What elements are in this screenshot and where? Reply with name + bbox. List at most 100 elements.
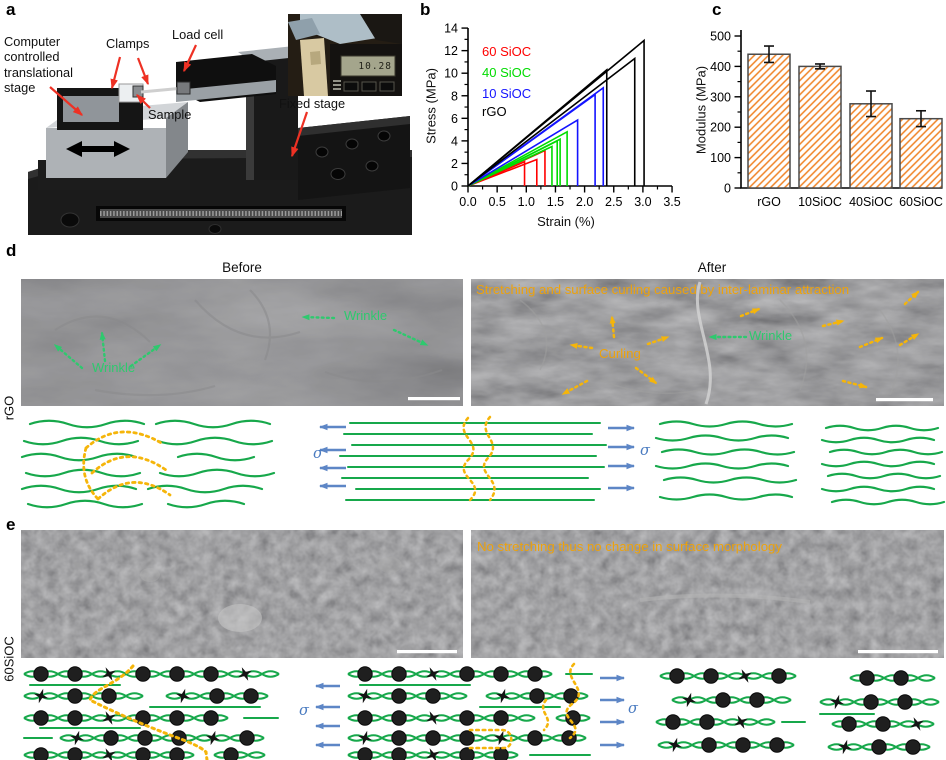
sioc-particle (33, 710, 49, 726)
panel-letter-e: e (6, 515, 16, 534)
sioc-particle (425, 688, 441, 704)
strain-axis-label: Strain (%) (537, 214, 595, 229)
red-callout-arrows (49, 44, 309, 158)
sioc-particle (137, 730, 153, 746)
svg-text:300: 300 (710, 90, 731, 104)
stress-curve (467, 118, 579, 187)
sioc-particle (203, 710, 219, 726)
legend-rgo: rGO (482, 104, 507, 119)
sioc-particle-star (426, 748, 440, 760)
sioc-particle-star (910, 717, 924, 731)
svg-text:2: 2 (451, 157, 458, 171)
sioc-particle (223, 747, 239, 760)
sioc-particle (669, 668, 685, 684)
modulus-bar (899, 117, 943, 189)
svg-text:6: 6 (451, 112, 458, 126)
svg-text:10: 10 (444, 67, 458, 81)
sioc-particle (703, 668, 719, 684)
sioc-particle-star (734, 715, 748, 729)
sioc-particle-star (681, 692, 697, 708)
sioc-particle (357, 747, 373, 760)
stress-curve (467, 145, 553, 187)
row-label-60sioc: 60SiOC (1, 636, 17, 682)
sioc-particle (67, 747, 83, 760)
sioc-particle (459, 666, 475, 682)
sioc-particle-star (175, 688, 191, 704)
interlaminar-highlight (90, 455, 168, 475)
modulus-bar (849, 103, 893, 189)
svg-text:1.5: 1.5 (547, 195, 564, 209)
sioc-particle (859, 670, 875, 686)
svg-text:2.5: 2.5 (605, 195, 622, 209)
no-stretch-note: No stretching thus no change in surface … (477, 539, 782, 554)
sioc-particle (103, 730, 119, 746)
sioc-particle-star (837, 739, 853, 755)
sem-60sioc-before (21, 530, 463, 658)
sioc-particle (169, 747, 185, 760)
sioc-particle-star (102, 667, 116, 681)
sioc-particle-star (102, 748, 116, 760)
stage-label: Computer controlled translational stage (4, 34, 74, 96)
curling-arrows (561, 290, 920, 396)
svg-text:10SiOC: 10SiOC (798, 195, 842, 209)
svg-text:1.0: 1.0 (518, 195, 535, 209)
sioc-particle (871, 739, 887, 755)
svg-text:100: 100 (710, 151, 731, 165)
curling-annotation: Curling (599, 346, 641, 361)
panel-letter-c: c (712, 0, 722, 19)
sioc-particle (459, 730, 475, 746)
svg-text:2.0: 2.0 (576, 195, 593, 209)
stress-curve (467, 38, 645, 187)
sioc-particle (875, 716, 891, 732)
inset-display-readout: 10.28 (358, 61, 392, 72)
interlaminar-highlight (88, 664, 209, 760)
modulus-axis-label: Modulus (MPa) (693, 65, 709, 155)
sioc-schematic (23, 662, 940, 760)
modulus-bar (798, 65, 842, 189)
panel-letter-b: b (420, 0, 431, 19)
legend-60sioc: 60 SiOC (482, 44, 532, 59)
stress-strain-chart: 0 2 4 6 8 10 12 14 0.0 0.5 1.0 1.5 2.0 2.5 3.0 3.5 (444, 22, 681, 209)
stretch-curling-note: Stretching and surface curling caused by… (476, 282, 850, 297)
sioc-particle-star (426, 711, 440, 725)
sioc-particle (135, 666, 151, 682)
load-cell-label: Load cell (172, 27, 224, 42)
svg-text:14: 14 (444, 22, 458, 36)
interlaminar-highlight (468, 728, 513, 750)
scale-bar (858, 650, 938, 654)
sioc-particle (905, 739, 921, 755)
svg-text:0.0: 0.0 (459, 195, 476, 209)
svg-text:0: 0 (451, 180, 458, 194)
sioc-particle-star (667, 737, 683, 753)
sample-label: Sample (148, 107, 192, 122)
stress-curve (467, 86, 605, 187)
sioc-particle (715, 692, 731, 708)
sioc-particle (425, 730, 441, 746)
wrinkle-annotation: Wrinkle (92, 360, 136, 375)
svg-text:40SiOC: 40SiOC (849, 195, 893, 209)
sioc-particle-star (357, 688, 373, 704)
legend-40sioc: 40 SiOC (482, 65, 532, 80)
row-label-rgo: rGO (1, 395, 17, 421)
sioc-particle-star (357, 730, 373, 746)
sigma-symbol: σ (313, 446, 323, 462)
sioc-particle (493, 710, 509, 726)
sioc-particle (33, 747, 49, 760)
sioc-particle (391, 710, 407, 726)
sioc-particle (769, 737, 785, 753)
stress-curve (467, 158, 538, 187)
sioc-particle (699, 714, 715, 730)
sioc-particle (243, 688, 259, 704)
stress-curve (467, 137, 561, 187)
after-title: After (697, 260, 727, 275)
sioc-particle-star (238, 667, 252, 681)
sigma-symbol: σ (299, 703, 309, 719)
rgo-schematic (20, 415, 946, 509)
sioc-particle (391, 730, 407, 746)
sioc-particle-star (426, 667, 440, 681)
svg-text:8: 8 (451, 89, 458, 103)
wrinkle-annotation: Wrinkle (749, 328, 793, 343)
svg-text:3.0: 3.0 (634, 195, 651, 209)
sioc-particle (203, 666, 219, 682)
